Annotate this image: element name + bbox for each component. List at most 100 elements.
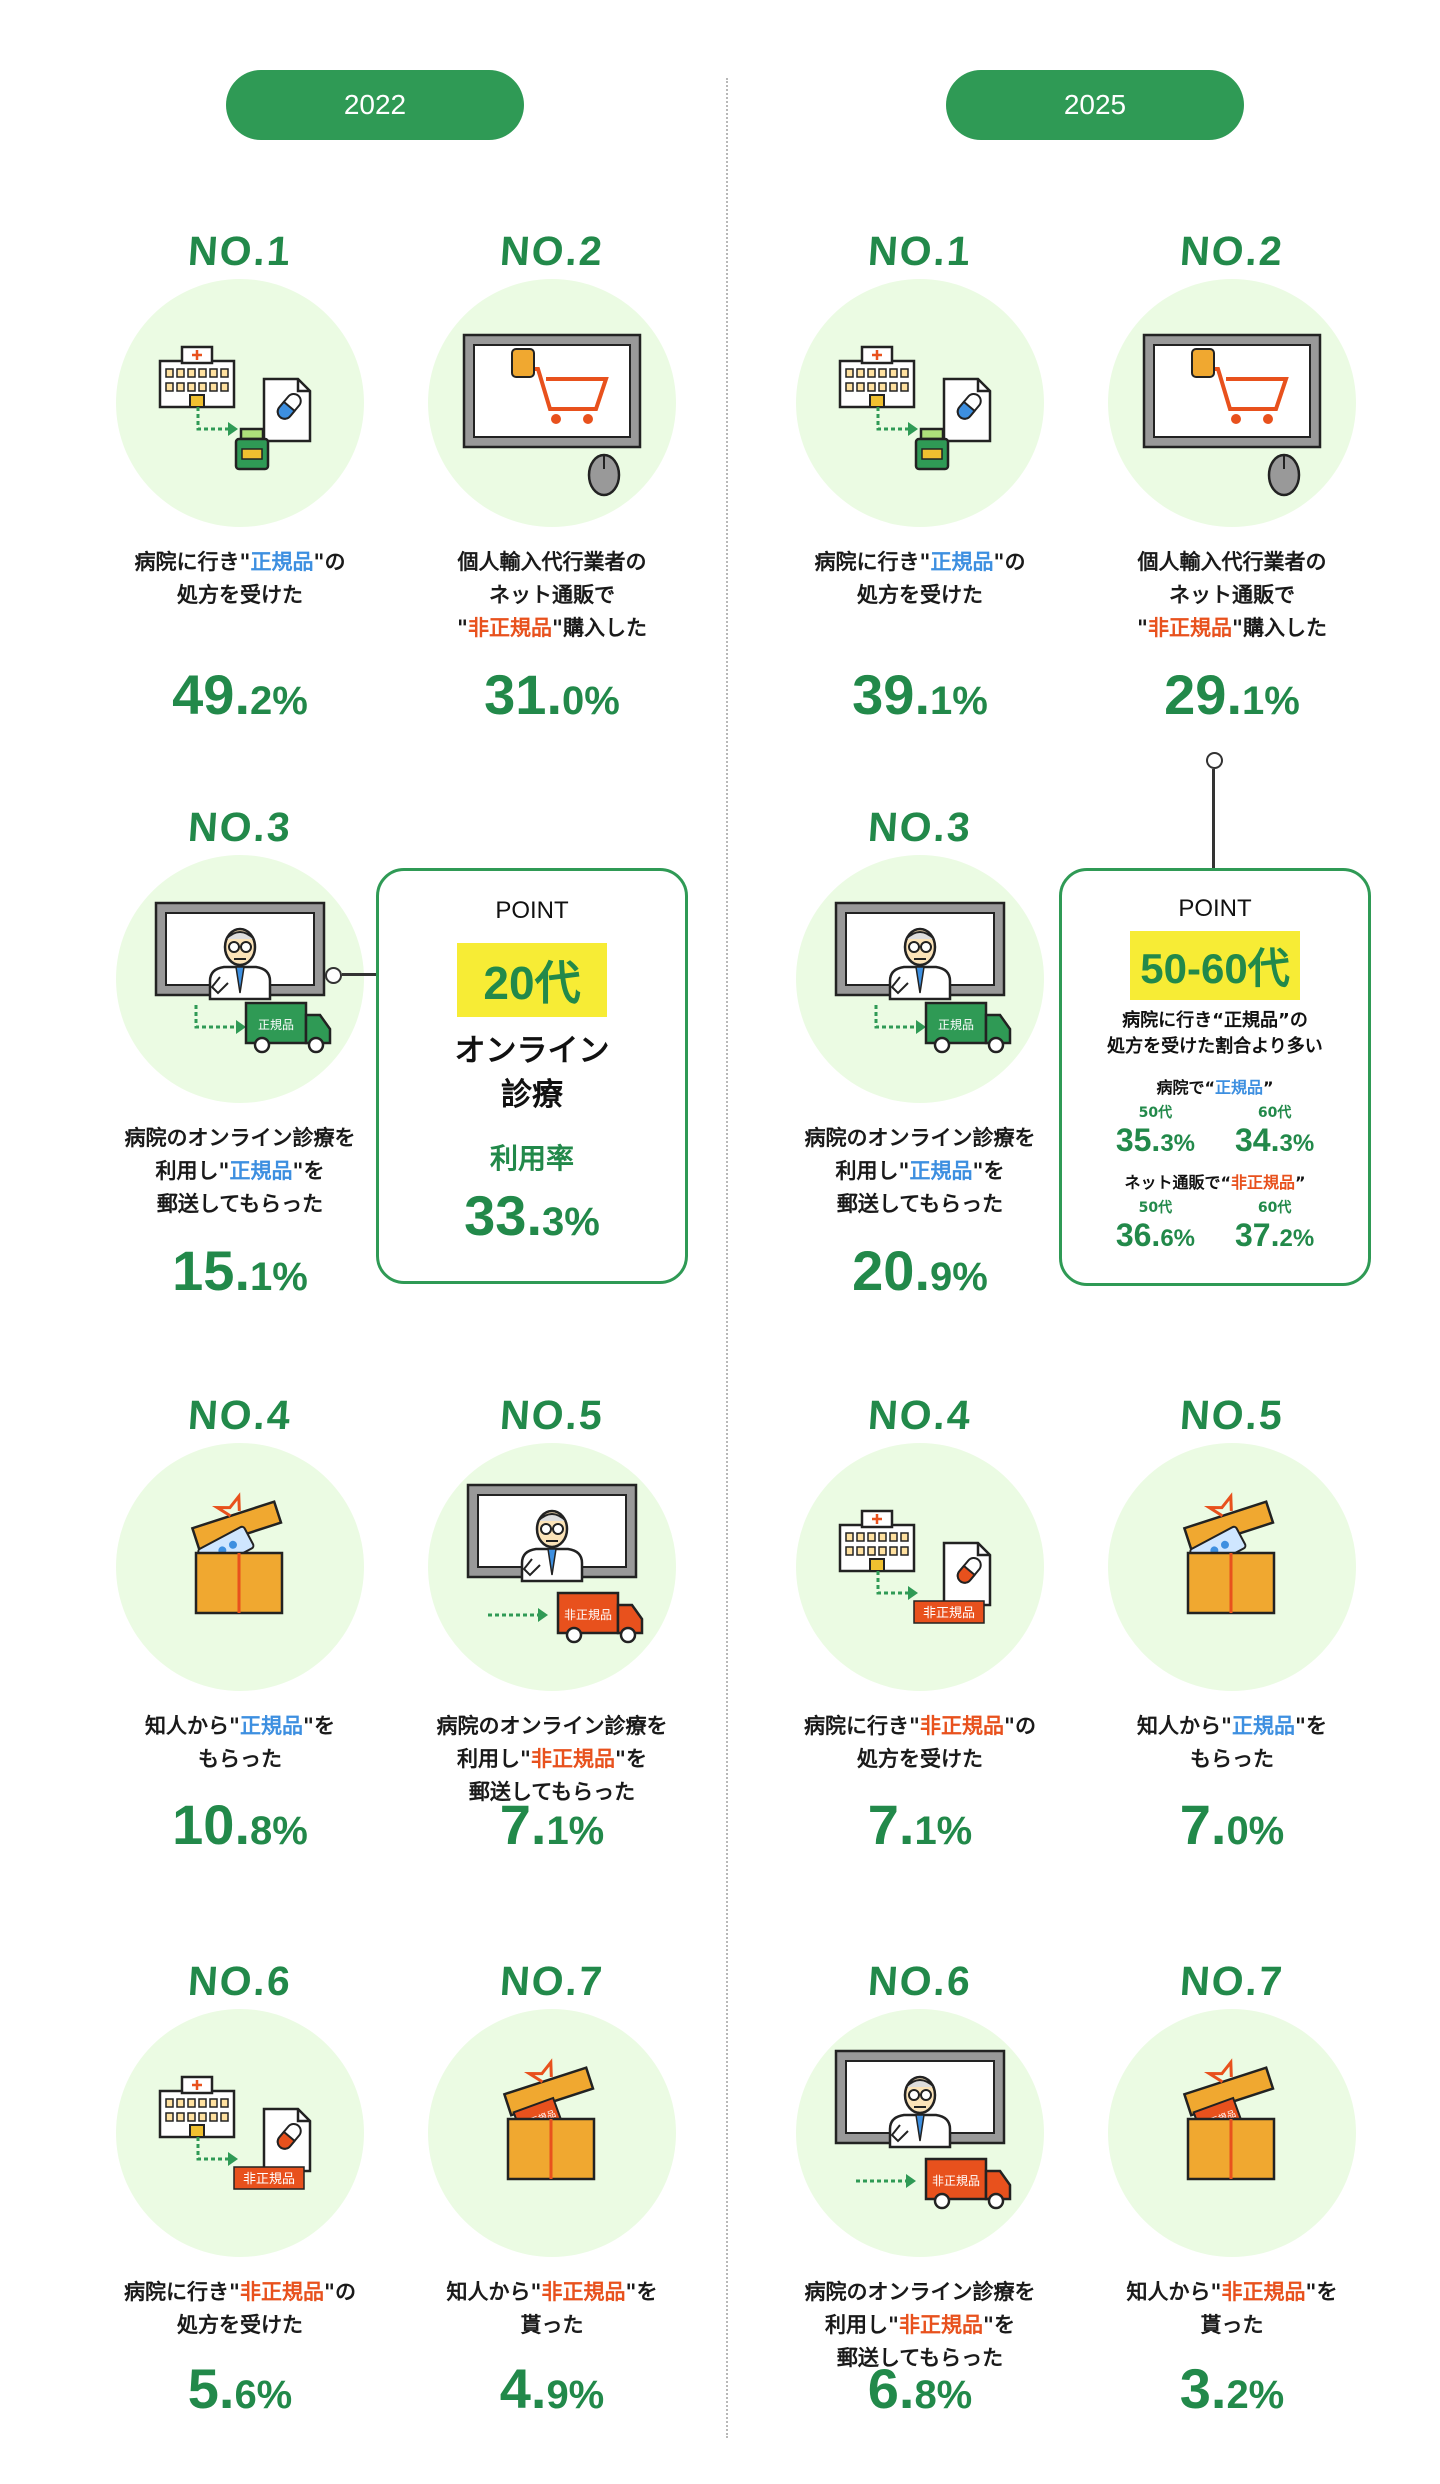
point-sub2: 処方を受けた割合より多い: [1107, 1036, 1323, 1057]
nongenuine-highlight: 非正規品: [468, 616, 552, 640]
rank-label: NO.2: [1178, 228, 1286, 274]
point-title: POINT: [495, 897, 569, 924]
item-description: 個人輸入代行業者の ネット通販で "非正規品"購入した: [1137, 550, 1327, 640]
item-value: 29.1%: [1164, 663, 1300, 726]
genuine-highlight: 正規品: [229, 1159, 293, 1183]
item-description: 知人から"正規品"を もらった: [1137, 1714, 1327, 1771]
nongenuine-50-value: 36.6%: [1115, 1217, 1195, 1253]
item-value: 10.8%: [172, 1793, 308, 1856]
nongenuine-label: ネット通販で“非正規品”: [1124, 1173, 1306, 1192]
genuine-highlight: 正規品: [1232, 1714, 1295, 1738]
nongenuine-values: 50代 36.6% 60代 37.2%: [1062, 1197, 1368, 1254]
item-value: 3.2%: [1179, 2357, 1285, 2420]
hospital-nongenuine-icon-svg: 非正規品: [158, 2075, 312, 2190]
rank-label: NO.3: [186, 804, 294, 850]
item-description: 病院に行き"非正規品"の 処方を受けた: [124, 2280, 356, 2337]
rank-label: NO.3: [866, 804, 974, 850]
online-doctor-nongenuine-icon: 非正規品: [428, 1443, 676, 1691]
genuine-highlight: 正規品: [250, 550, 314, 574]
genuine-label: 病院で“正規品”: [1156, 1078, 1274, 1097]
item-value: 6.8%: [867, 2357, 973, 2420]
svg-text:正規品: 正規品: [258, 1017, 294, 1032]
item-description: 病院のオンライン診療を 利用し"正規品"を 郵送してもらった: [804, 1126, 1036, 1216]
rank-label: NO.1: [186, 228, 294, 274]
age-label: 60代: [1257, 1105, 1292, 1121]
item-description: 病院のオンライン診療を 利用し"非正規品"を 郵送してもらった: [436, 1714, 668, 1804]
gift-nongenuine-icon-svg: 非正規品: [502, 2058, 596, 2181]
monitor-cart-icon: [428, 279, 676, 527]
genuine-50-value: 35.3%: [1115, 1122, 1195, 1158]
genuine-highlight: 正規品: [240, 1714, 303, 1738]
point-title: POINT: [1178, 895, 1252, 922]
point-sub1: 病院に行き“正規品”の: [1122, 1010, 1308, 1031]
item-value: 7.1%: [499, 1793, 605, 1856]
item-value: 7.1%: [867, 1793, 973, 1856]
gift-nongenuine-icon: 非正規品: [1108, 2009, 1356, 2257]
svg-text:非正規品: 非正規品: [923, 1606, 975, 1621]
online-doctor-nongenuine-icon: 非正規品: [796, 2009, 1044, 2257]
online-doctor-nongenuine-icon-svg: 非正規品: [466, 1483, 644, 1644]
point-highlight: 20代: [457, 943, 607, 1017]
item-description: 病院に行き"正規品"の 処方を受けた: [134, 550, 346, 607]
item-value: 15.1%: [172, 1239, 308, 1302]
genuine-values: 50代 35.3% 60代 34.3%: [1062, 1102, 1368, 1159]
gift-nongenuine-icon: 非正規品: [428, 2009, 676, 2257]
item-value: 31.0%: [484, 663, 620, 726]
hospital-prescription-icon: [796, 279, 1044, 527]
item-description: 知人から"非正規品"を 貰った: [1126, 2280, 1338, 2337]
svg-text:非正規品: 非正規品: [932, 2173, 980, 2188]
item-description: 知人から"非正規品"を 貰った: [446, 2280, 658, 2337]
hospital-nongenuine-icon: 非正規品: [116, 2009, 364, 2257]
monitor-cart-icon-svg: [1142, 333, 1322, 497]
item-value: 4.9%: [499, 2357, 605, 2420]
rank-label: NO.1: [866, 228, 974, 274]
item-description: 病院のオンライン診療を 利用し"非正規品"を 郵送してもらった: [804, 2280, 1036, 2370]
hospital-nongenuine-doc-icon: 非正規品: [796, 1443, 1044, 1691]
genuine-highlight: 正規品: [930, 550, 994, 574]
hospital-prescription-icon: [116, 279, 364, 527]
online-doctor-genuine-icon-svg: 正規品: [154, 901, 332, 1054]
nongenuine-60-value: 37.2%: [1235, 1217, 1315, 1253]
point-rate-label: 利用率: [489, 1142, 574, 1175]
monitor-cart-icon: [1108, 279, 1356, 527]
rank-label: NO.2: [498, 228, 606, 274]
genuine-highlight: 正規品: [909, 1159, 973, 1183]
center-divider: [726, 78, 728, 2438]
nongenuine-highlight: 非正規品: [541, 2280, 626, 2304]
hospital-nongenuine-doc-icon-svg: 非正規品: [838, 1509, 992, 1624]
age-label: 50代: [1138, 1200, 1173, 1216]
nongenuine-highlight: 非正規品: [920, 1714, 1004, 1738]
item-description: 病院に行き"正規品"の 処方を受けた: [814, 550, 1026, 607]
genuine-highlight: 正規品: [1215, 1078, 1264, 1097]
item-value: 20.9%: [852, 1239, 988, 1302]
rank-label: NO.7: [498, 1958, 606, 2004]
item-value: 7.0%: [1179, 1793, 1285, 1856]
year-badge-left: 2022: [226, 70, 524, 140]
gift-box-icon: [1108, 1443, 1356, 1691]
age-label: 50代: [1138, 1105, 1173, 1121]
nongenuine-highlight: 非正規品: [240, 2280, 324, 2304]
rank-label: NO.4: [186, 1392, 294, 1438]
rank-label: NO.6: [866, 1958, 974, 2004]
rank-label: NO.5: [1178, 1392, 1286, 1438]
svg-text:正規品: 正規品: [938, 1017, 974, 1032]
point-highlight: 50-60代: [1130, 931, 1300, 1000]
point-line1: オンライン: [454, 1033, 610, 1069]
item-value: 5.6%: [187, 2357, 293, 2420]
connector-dot: [1206, 752, 1223, 769]
gift-box-icon-svg: [1182, 1492, 1276, 1615]
gift-box-icon: [116, 1443, 364, 1691]
gift-box-icon-svg: [190, 1492, 284, 1615]
nongenuine-highlight: 非正規品: [1148, 616, 1232, 640]
connector-line: [342, 973, 377, 976]
svg-text:非正規品: 非正規品: [564, 1607, 612, 1622]
rank-label: NO.5: [498, 1392, 606, 1438]
rank-label: NO.6: [186, 1958, 294, 2004]
nongenuine-highlight: 非正規品: [1221, 2280, 1306, 2304]
nongenuine-highlight: 非正規品: [531, 1747, 615, 1771]
year-badge-right: 2025: [946, 70, 1244, 140]
hospital-prescription-icon-svg: [838, 345, 992, 471]
genuine-60-value: 34.3%: [1235, 1122, 1315, 1158]
item-description: 知人から"正規品"を もらった: [145, 1714, 335, 1771]
item-description: 病院のオンライン診療を 利用し"正規品"を 郵送してもらった: [124, 1126, 356, 1216]
